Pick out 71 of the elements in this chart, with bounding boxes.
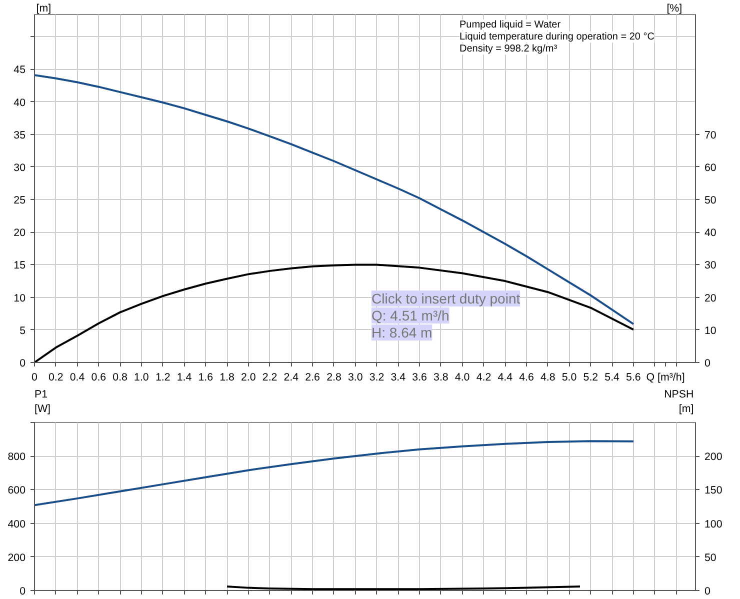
y2-tick-label: 40 (704, 227, 716, 240)
annotation: H: 8.64 m (372, 324, 432, 340)
y2-tick-label: 30 (704, 260, 716, 272)
x-tick-label: 4.4 (498, 372, 513, 384)
x-tick-label: 1.8 (220, 372, 235, 384)
line-series (34, 74, 634, 326)
annotation: Density = 998.2 kg/m³ (460, 44, 558, 54)
x-tick-label: 3.4 (390, 372, 406, 384)
line-series (34, 264, 634, 362)
x-tick-label: 2.0 (241, 372, 256, 384)
y2-tick-label: 200 (704, 451, 722, 464)
x-tick-label: 1.6 (198, 372, 214, 384)
y2-tick-label: 50 (704, 194, 716, 207)
y2-tick-label: 60 (704, 162, 716, 174)
y2-tick-label: 50 (704, 552, 716, 564)
y-axis-title: [m] (36, 2, 52, 14)
y2-axis-title: [%] (666, 2, 682, 14)
x-tick-label: 2.8 (326, 372, 342, 384)
x-tick-label: 0.6 (91, 372, 106, 384)
y2-tick-label: 20 (704, 292, 716, 304)
annotation: Click to insert duty point (372, 290, 520, 306)
y-tick-label: 0 (20, 586, 26, 598)
x-tick-label: 1.2 (155, 372, 170, 384)
y2-tick-label: 70 (704, 129, 716, 142)
y2-tick-label: 150 (704, 484, 722, 497)
x-tick-label: 2.2 (262, 372, 278, 384)
x-tick-label: 0.8 (112, 372, 128, 384)
x-tick-label: 4.6 (519, 372, 534, 384)
x-tick-label: 1.4 (176, 372, 192, 384)
y-tick-label: 0 (20, 358, 26, 370)
y-axis-title: P1 [W] (34, 388, 51, 415)
y-tick-label: 600 (8, 484, 26, 497)
x-tick-label: 2.6 (305, 372, 320, 384)
x-tick-label: 3.8 (434, 372, 448, 384)
x-tick-label: 5.0 (562, 372, 577, 384)
y2-tick-label: 0 (704, 586, 710, 598)
y-tick-label: 400 (8, 518, 26, 530)
y2-tick-label: 100 (704, 518, 722, 530)
y-tick-label: 5 (20, 324, 26, 337)
y-tick-label: 200 (8, 552, 26, 564)
x-tick-label: 3.6 (412, 372, 428, 384)
annotation: Q: 4.51 m³/h (372, 308, 450, 324)
x-tick-label: 0.4 (70, 372, 85, 384)
x-tick-label: 1.0 (134, 372, 149, 384)
y2-axis-title: NPSH [m] (664, 388, 694, 415)
y-tick-label: 40 (14, 96, 26, 109)
x-axis-title: Q [m³/h] (646, 372, 685, 384)
x-tick-label: 3.0 (348, 372, 363, 384)
annotation: Pumped liquid = Water (460, 20, 562, 30)
x-tick-label: 3.2 (369, 372, 384, 384)
x-tick-label: 0.2 (48, 372, 64, 384)
x-tick-label: 2.4 (284, 372, 299, 384)
y-tick-label: 15 (14, 260, 26, 272)
y2-tick-label: 10 (704, 324, 716, 337)
y-tick-label: 800 (8, 451, 26, 464)
x-tick-label: 0 (32, 372, 38, 384)
x-tick-label: 5.6 (626, 372, 641, 384)
x-tick-label: 4.8 (540, 372, 556, 384)
line-series (34, 440, 634, 506)
y-tick-label: 10 (14, 292, 26, 304)
annotation: Liquid temperature during operation = 20 °C (460, 32, 654, 42)
y-tick-label: 25 (14, 194, 26, 207)
x-tick-label: 4.0 (454, 372, 470, 384)
y-tick-label: 35 (14, 129, 26, 142)
x-tick-label: 4.2 (476, 372, 492, 384)
y-tick-label: 45 (14, 64, 26, 76)
y-tick-label: 30 (14, 162, 26, 174)
y2-tick-label: 0 (704, 358, 710, 370)
y-tick-label: 20 (14, 227, 26, 240)
x-tick-label: 5.2 (583, 372, 598, 384)
x-tick-label: 5.4 (604, 372, 620, 384)
